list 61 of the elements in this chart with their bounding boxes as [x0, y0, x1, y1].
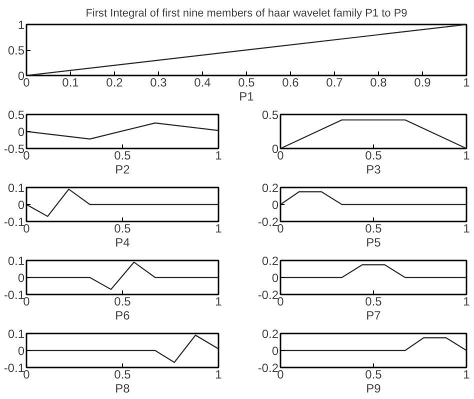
x-tick-label: 0.5 — [114, 294, 132, 308]
x-axis-title: P4 — [115, 236, 130, 250]
x-axis-title: P7 — [366, 308, 382, 322]
y-tick-label: -0.1 — [4, 288, 25, 302]
x-tick-label: 0.5 — [365, 222, 382, 236]
x-tick-label: 1 — [215, 294, 222, 308]
y-tick-label: 0.1 — [8, 181, 25, 195]
y-tick-label: 0.5 — [262, 108, 279, 122]
x-tick-label: 1 — [215, 148, 222, 162]
x-tick-label: 0.7 — [326, 76, 344, 90]
x-tick-label: 1 — [463, 76, 470, 90]
y-tick-label: -0.2 — [258, 215, 279, 229]
x-tick-label: 0.5 — [114, 222, 132, 236]
y-tick-label: 0.2 — [262, 254, 279, 268]
x-tick-label: 0.8 — [370, 76, 388, 90]
y-tick-label: 0.1 — [8, 327, 25, 341]
x-tick-label: 1 — [463, 294, 470, 308]
y-tick-label: 0 — [18, 125, 25, 139]
y-tick-label: 0.5 — [8, 44, 25, 58]
y-tick-label: 0 — [18, 198, 25, 212]
x-tick-label: 0.2 — [106, 76, 124, 90]
x-axis-title: P1 — [239, 90, 254, 104]
x-tick-label: 1 — [463, 222, 470, 236]
x-tick-label: 0.4 — [194, 76, 212, 90]
x-tick-label: 0.5 — [114, 148, 132, 162]
y-tick-label: 0 — [272, 344, 279, 358]
y-tick-label: 0 — [272, 198, 279, 212]
x-tick-label: 0.1 — [62, 76, 80, 90]
y-tick-label: -0.5 — [4, 142, 25, 156]
y-tick-label: -0.2 — [258, 288, 279, 302]
x-tick-label: 0.3 — [150, 76, 168, 90]
y-tick-label: 0.2 — [262, 327, 279, 341]
x-tick-label: 0.5 — [365, 294, 382, 308]
x-tick-label: 0.5 — [238, 76, 256, 90]
y-tick-label: 0.2 — [262, 181, 279, 195]
x-tick-label: 0.5 — [365, 148, 382, 162]
y-tick-label: 0.1 — [8, 254, 25, 268]
x-tick-label: 0.6 — [282, 76, 300, 90]
chart-title: First Integral of first nine members of haar wavelet family P1 to P9 — [86, 8, 408, 20]
x-axis-title: P3 — [366, 162, 382, 176]
x-axis-title: P6 — [115, 308, 130, 322]
x-tick-label: 1 — [215, 222, 222, 236]
x-tick-label: 1 — [215, 368, 222, 382]
x-axis-title: P8 — [115, 382, 130, 396]
x-axis-title: P9 — [366, 382, 382, 396]
x-axis-title: P5 — [366, 236, 382, 250]
y-tick-label: -0.1 — [4, 361, 25, 375]
y-tick-label: -0.1 — [4, 215, 25, 229]
x-tick-label: 0.9 — [414, 76, 432, 90]
x-tick-label: 0.5 — [114, 368, 132, 382]
y-tick-label: 0.5 — [8, 108, 25, 122]
y-tick-label: 0 — [272, 271, 279, 285]
line-series — [26, 122, 218, 140]
y-tick-label: -0.2 — [258, 361, 279, 375]
y-tick-label: 0 — [18, 271, 25, 285]
x-tick-label: 1 — [463, 148, 470, 162]
x-axis-title: P2 — [115, 162, 130, 176]
x-tick-label: 1 — [463, 368, 470, 382]
y-tick-label: 0 — [18, 344, 25, 358]
x-tick-label: 0.5 — [365, 368, 382, 382]
y-tick-label: 1 — [18, 18, 25, 32]
